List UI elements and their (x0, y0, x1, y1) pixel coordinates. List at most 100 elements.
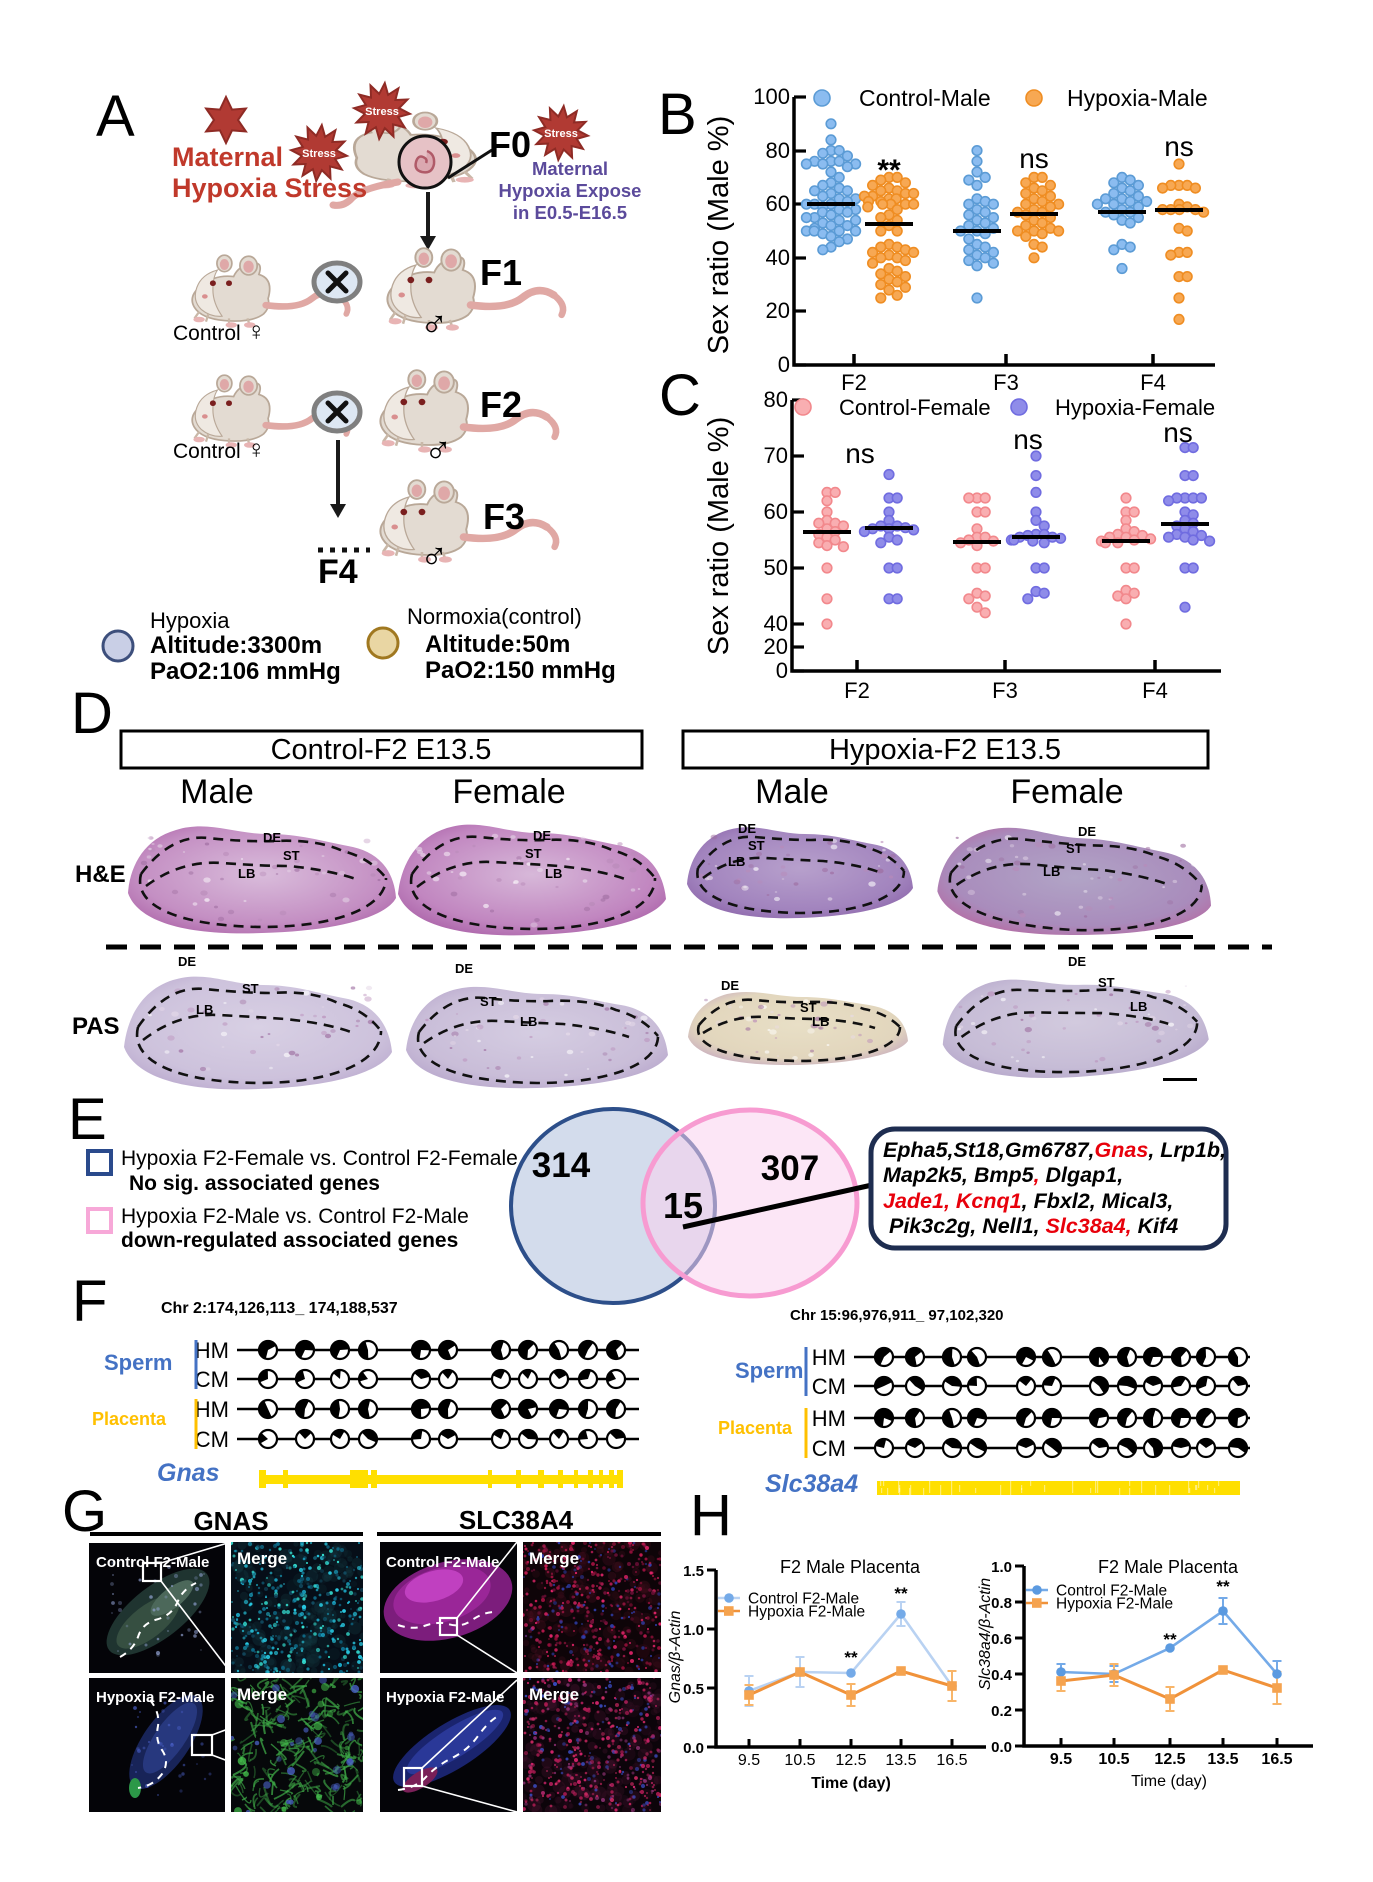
svg-text:PAS: PAS (72, 1013, 120, 1040)
svg-text:0.6: 0.6 (991, 1631, 1012, 1648)
svg-text:DE: DE (533, 828, 551, 843)
svg-text:1.0: 1.0 (683, 1622, 704, 1639)
svg-text:ST: ST (283, 848, 300, 863)
svg-text:Sperm: Sperm (104, 1350, 172, 1375)
svg-text:Female: Female (452, 773, 565, 811)
svg-text:Gnas: Gnas (157, 1459, 220, 1487)
svg-text:0.2: 0.2 (991, 1703, 1012, 1720)
svg-text:40: 40 (766, 245, 790, 270)
svg-text:ST: ST (242, 981, 259, 996)
svg-text:Stress: Stress (544, 128, 578, 140)
svg-text:12.5: 12.5 (835, 1752, 866, 1769)
svg-text:F4: F4 (1142, 678, 1168, 703)
svg-text:60: 60 (766, 191, 790, 216)
svg-text:ST: ST (748, 838, 765, 853)
svg-text:ns: ns (1164, 131, 1194, 162)
svg-text:Hypoxia F2-Male: Hypoxia F2-Male (386, 1689, 504, 1706)
svg-text:100: 100 (753, 84, 790, 109)
svg-text:ns: ns (1163, 417, 1193, 448)
svg-text:DE: DE (721, 978, 739, 993)
svg-text:F2: F2 (841, 370, 867, 395)
svg-text:Time (day): Time (day) (811, 1775, 891, 1792)
svg-text:Sex ratio (Male %): Sex ratio (Male %) (703, 116, 735, 355)
svg-text:70: 70 (764, 443, 788, 468)
svg-text:0.5: 0.5 (683, 1681, 704, 1698)
svg-text:Slc38a4/β-Actin: Slc38a4/β-Actin (977, 1578, 994, 1690)
svg-text:DE: DE (455, 961, 473, 976)
svg-text:Merge: Merge (237, 1549, 287, 1568)
svg-text:Control F2-Male: Control F2-Male (748, 1591, 859, 1608)
svg-text:20: 20 (766, 298, 790, 323)
svg-text:ST: ST (1066, 841, 1083, 856)
svg-text:9.5: 9.5 (738, 1752, 760, 1769)
svg-text:HM: HM (195, 1397, 229, 1422)
svg-text:20: 20 (764, 634, 788, 659)
svg-text:F3: F3 (992, 678, 1018, 703)
svg-text:LB: LB (196, 1002, 213, 1017)
svg-text:Stress: Stress (302, 148, 336, 160)
svg-text:80: 80 (764, 387, 788, 412)
svg-text:F2: F2 (844, 678, 870, 703)
svg-text:Male: Male (755, 773, 829, 811)
svg-text:16.5: 16.5 (936, 1752, 967, 1769)
svg-text:Placenta: Placenta (718, 1418, 793, 1438)
svg-text:Hypoxia-F2 E13.5: Hypoxia-F2 E13.5 (829, 734, 1061, 766)
svg-text:F2 Male Placenta: F2 Male Placenta (780, 1557, 921, 1577)
svg-text:HM: HM (812, 1345, 846, 1370)
svg-text:GNAS: GNAS (193, 1506, 268, 1536)
svg-text:ST: ST (800, 1000, 817, 1015)
svg-text:Hypoxia F2-Male: Hypoxia F2-Male (748, 1604, 865, 1621)
svg-text:Sperm: Sperm (735, 1358, 803, 1383)
svg-text:CM: CM (195, 1427, 229, 1452)
svg-text:CM: CM (812, 1374, 846, 1399)
svg-text:HM: HM (812, 1406, 846, 1431)
svg-text:80: 80 (766, 138, 790, 163)
svg-text:0.0: 0.0 (683, 1740, 704, 1757)
svg-text:LB: LB (545, 866, 562, 881)
svg-text:307: 307 (761, 1149, 819, 1188)
svg-text:DE: DE (263, 830, 281, 845)
svg-text:HM: HM (195, 1338, 229, 1363)
svg-text:H&E: H&E (75, 861, 126, 888)
svg-text:LB: LB (520, 1014, 537, 1029)
svg-text:0: 0 (776, 658, 788, 683)
svg-text:ST: ST (1098, 975, 1115, 990)
svg-text:Female: Female (1010, 773, 1123, 811)
svg-text:Placenta: Placenta (92, 1409, 167, 1429)
svg-text:Chr 2:174,126,113_ 174,188,537: Chr 2:174,126,113_ 174,188,537 (161, 1300, 398, 1317)
svg-text:F4: F4 (1140, 370, 1166, 395)
svg-text:Male: Male (180, 773, 254, 811)
svg-text:15: 15 (663, 1185, 703, 1226)
svg-text:Merge: Merge (529, 1685, 579, 1704)
svg-text:Control F2-Male: Control F2-Male (386, 1554, 499, 1571)
svg-text:Slc38a4: Slc38a4 (765, 1470, 858, 1498)
svg-text:12.5: 12.5 (1154, 1751, 1185, 1768)
svg-text:Hypoxia-Female: Hypoxia-Female (1055, 395, 1215, 420)
svg-text:10.5: 10.5 (1098, 1751, 1129, 1768)
svg-text:40: 40 (764, 611, 788, 636)
svg-text:Control-Female: Control-Female (839, 395, 991, 420)
svg-text:0.0: 0.0 (991, 1739, 1012, 1756)
svg-text:DE: DE (1068, 954, 1086, 969)
svg-text:DE: DE (738, 821, 756, 836)
svg-text:DE: DE (1078, 824, 1096, 839)
svg-text:50: 50 (764, 555, 788, 580)
svg-text:ST: ST (525, 846, 542, 861)
svg-text:Control F2-Male: Control F2-Male (96, 1554, 209, 1571)
svg-text:CM: CM (195, 1367, 229, 1392)
svg-text:13.5: 13.5 (1207, 1751, 1238, 1768)
svg-text:Sex ratio (Male %): Sex ratio (Male %) (703, 417, 735, 656)
svg-text:DE: DE (178, 954, 196, 969)
svg-text:Merge: Merge (237, 1685, 287, 1704)
svg-text:Hypoxia F2-Male: Hypoxia F2-Male (1056, 1596, 1173, 1613)
svg-text:SLC38A4: SLC38A4 (459, 1505, 574, 1535)
svg-text:1.0: 1.0 (991, 1559, 1012, 1576)
svg-text:**: ** (1216, 1577, 1230, 1596)
svg-text:60: 60 (764, 499, 788, 524)
svg-text:Control-F2 E13.5: Control-F2 E13.5 (271, 734, 492, 766)
svg-text:Chr 15:96,976,911_ 97,102,320: Chr 15:96,976,911_ 97,102,320 (790, 1307, 1004, 1324)
svg-text:Hypoxia F2-Male: Hypoxia F2-Male (96, 1689, 214, 1706)
svg-text:314: 314 (532, 1146, 591, 1185)
svg-text:Time (day): Time (day) (1131, 1773, 1207, 1790)
svg-text:16.5: 16.5 (1261, 1751, 1292, 1768)
